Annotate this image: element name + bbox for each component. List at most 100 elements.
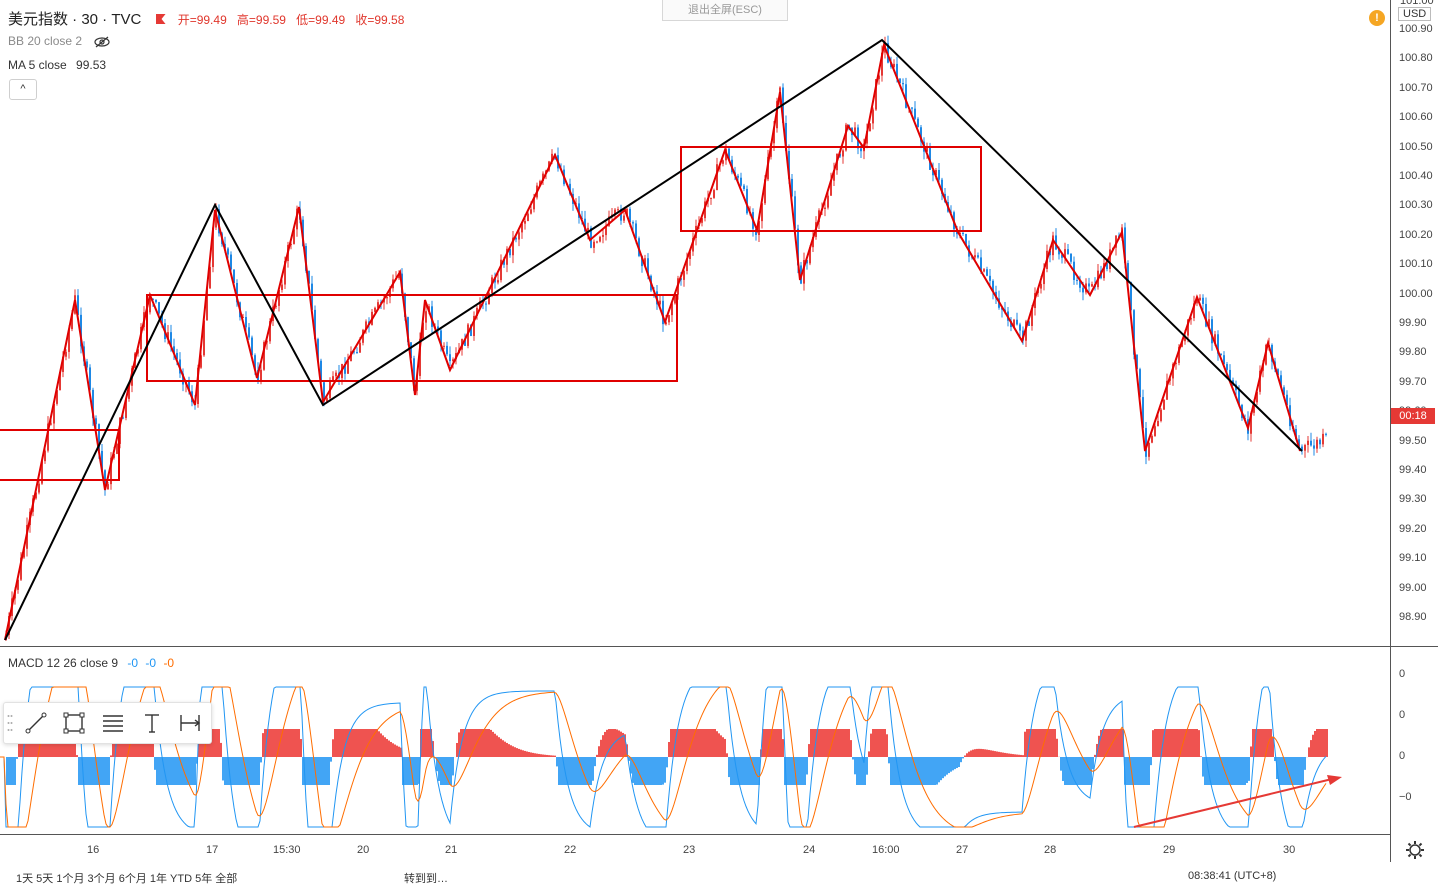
macd-bar xyxy=(446,757,448,785)
candle-body xyxy=(602,235,604,237)
fib-tool-button[interactable] xyxy=(98,708,128,738)
flag-icon[interactable] xyxy=(156,14,166,24)
exit-fullscreen-button[interactable]: 退出全屏(ESC) xyxy=(662,0,788,21)
macd-bar xyxy=(904,757,906,785)
macd-bar xyxy=(740,757,742,785)
macd-bar xyxy=(224,757,226,785)
macd-bar xyxy=(494,734,496,757)
candle-body xyxy=(1316,440,1318,449)
macd-bar xyxy=(428,729,430,757)
candle-body xyxy=(443,346,445,347)
macd-bar xyxy=(1078,757,1080,785)
symbol-title[interactable]: 美元指数 · 30 · TVC xyxy=(8,11,141,28)
macd-bar xyxy=(1154,729,1156,757)
settings-gear-icon[interactable] xyxy=(1405,840,1425,860)
price-tick: 99.20 xyxy=(1399,523,1427,535)
macd-bar xyxy=(78,757,80,785)
macd-legend[interactable]: MACD 12 26 close 9 -0 -0 -0 xyxy=(8,656,174,670)
macd-bar xyxy=(152,742,154,757)
text-tool-button[interactable] xyxy=(137,708,167,738)
macd-bar xyxy=(820,729,822,757)
macd-bar xyxy=(788,757,790,785)
macd-bar xyxy=(222,757,224,780)
macd-bar xyxy=(158,757,160,785)
macd-bar xyxy=(212,729,214,757)
ohlc-close: 收=99.58 xyxy=(355,13,404,27)
macd-bar xyxy=(970,750,972,757)
macd-bar xyxy=(954,757,956,769)
candle-body xyxy=(1307,441,1309,445)
time-tick: 16 xyxy=(87,844,99,856)
macd-bar xyxy=(488,729,490,757)
price-axis-border xyxy=(1390,0,1391,862)
bb-legend[interactable]: BB 20 close 2 xyxy=(8,34,111,48)
macd-bar xyxy=(854,757,856,774)
macd-bar xyxy=(990,750,992,757)
macd-bar xyxy=(968,752,970,757)
candle-body xyxy=(740,178,742,186)
macd-bar xyxy=(12,757,14,785)
ma-legend[interactable]: MA 5 close 99.53 xyxy=(8,58,106,72)
goto-button[interactable]: 转到到… xyxy=(404,870,448,886)
macd-tick: 0 xyxy=(1399,750,1405,762)
macd-bar xyxy=(882,729,884,757)
candle-body xyxy=(593,242,595,248)
measure-tool-button[interactable] xyxy=(175,708,205,738)
price-tick: 98.90 xyxy=(1399,611,1427,623)
macd-bar xyxy=(396,746,398,757)
range-buttons[interactable]: 1天 5天 1个月 3个月 6个月 1年 YTD 5年 全部 xyxy=(16,870,237,886)
price-tick: 100.30 xyxy=(1399,199,1433,211)
macd-bar xyxy=(290,729,292,757)
macd-bar xyxy=(972,750,974,757)
candle-body xyxy=(632,222,634,223)
macd-bar xyxy=(382,735,384,757)
macd-bar xyxy=(394,745,396,757)
macd-bar xyxy=(872,729,874,757)
macd-bar xyxy=(332,739,334,757)
macd-bar xyxy=(608,729,610,757)
candle-body xyxy=(359,343,361,353)
macd-bar xyxy=(1300,757,1302,785)
macd-bar xyxy=(384,737,386,757)
macd-bar xyxy=(942,757,944,778)
macd-bar xyxy=(610,729,612,757)
macd-bar xyxy=(1222,757,1224,785)
macd-bar xyxy=(800,757,802,785)
macd-bar xyxy=(546,755,548,757)
macd-bar xyxy=(708,729,710,757)
warning-icon[interactable]: ! xyxy=(1369,10,1385,26)
macd-bar xyxy=(1014,754,1016,757)
macd-bar xyxy=(722,737,724,757)
consolidation-boxes xyxy=(0,147,981,480)
macd-bar xyxy=(720,735,722,757)
drag-handle-icon[interactable] xyxy=(7,713,13,733)
collapse-legend-button[interactable]: ^ xyxy=(9,79,37,100)
macd-bar xyxy=(326,757,328,785)
macd-bar xyxy=(908,757,910,785)
candle-body xyxy=(1163,400,1165,410)
macd-bar xyxy=(338,729,340,757)
macd-bar xyxy=(176,757,178,785)
macd-bar xyxy=(256,757,258,785)
hidden-eye-icon[interactable] xyxy=(93,36,111,48)
candle-body xyxy=(527,214,529,221)
macd-bar xyxy=(422,729,424,757)
trendline-tool-button[interactable] xyxy=(21,708,51,738)
macd-bar xyxy=(992,751,994,757)
macd-bar xyxy=(930,757,932,785)
macd-bar xyxy=(922,757,924,785)
macd-bar xyxy=(644,757,646,785)
macd-bar xyxy=(706,729,708,757)
rectangle-tool-button[interactable] xyxy=(59,708,89,738)
candle-body xyxy=(668,315,670,322)
price-tick: 99.70 xyxy=(1399,376,1427,388)
macd-bar xyxy=(172,757,174,785)
time-tick: 22 xyxy=(564,844,576,856)
macd-bar xyxy=(950,757,952,772)
macd-bar xyxy=(76,755,78,757)
macd-bar xyxy=(358,729,360,757)
macd-bar xyxy=(1082,757,1084,785)
price-chart[interactable] xyxy=(0,0,1390,646)
macd-bar xyxy=(104,757,106,785)
currency-badge[interactable]: USD xyxy=(1398,7,1431,21)
